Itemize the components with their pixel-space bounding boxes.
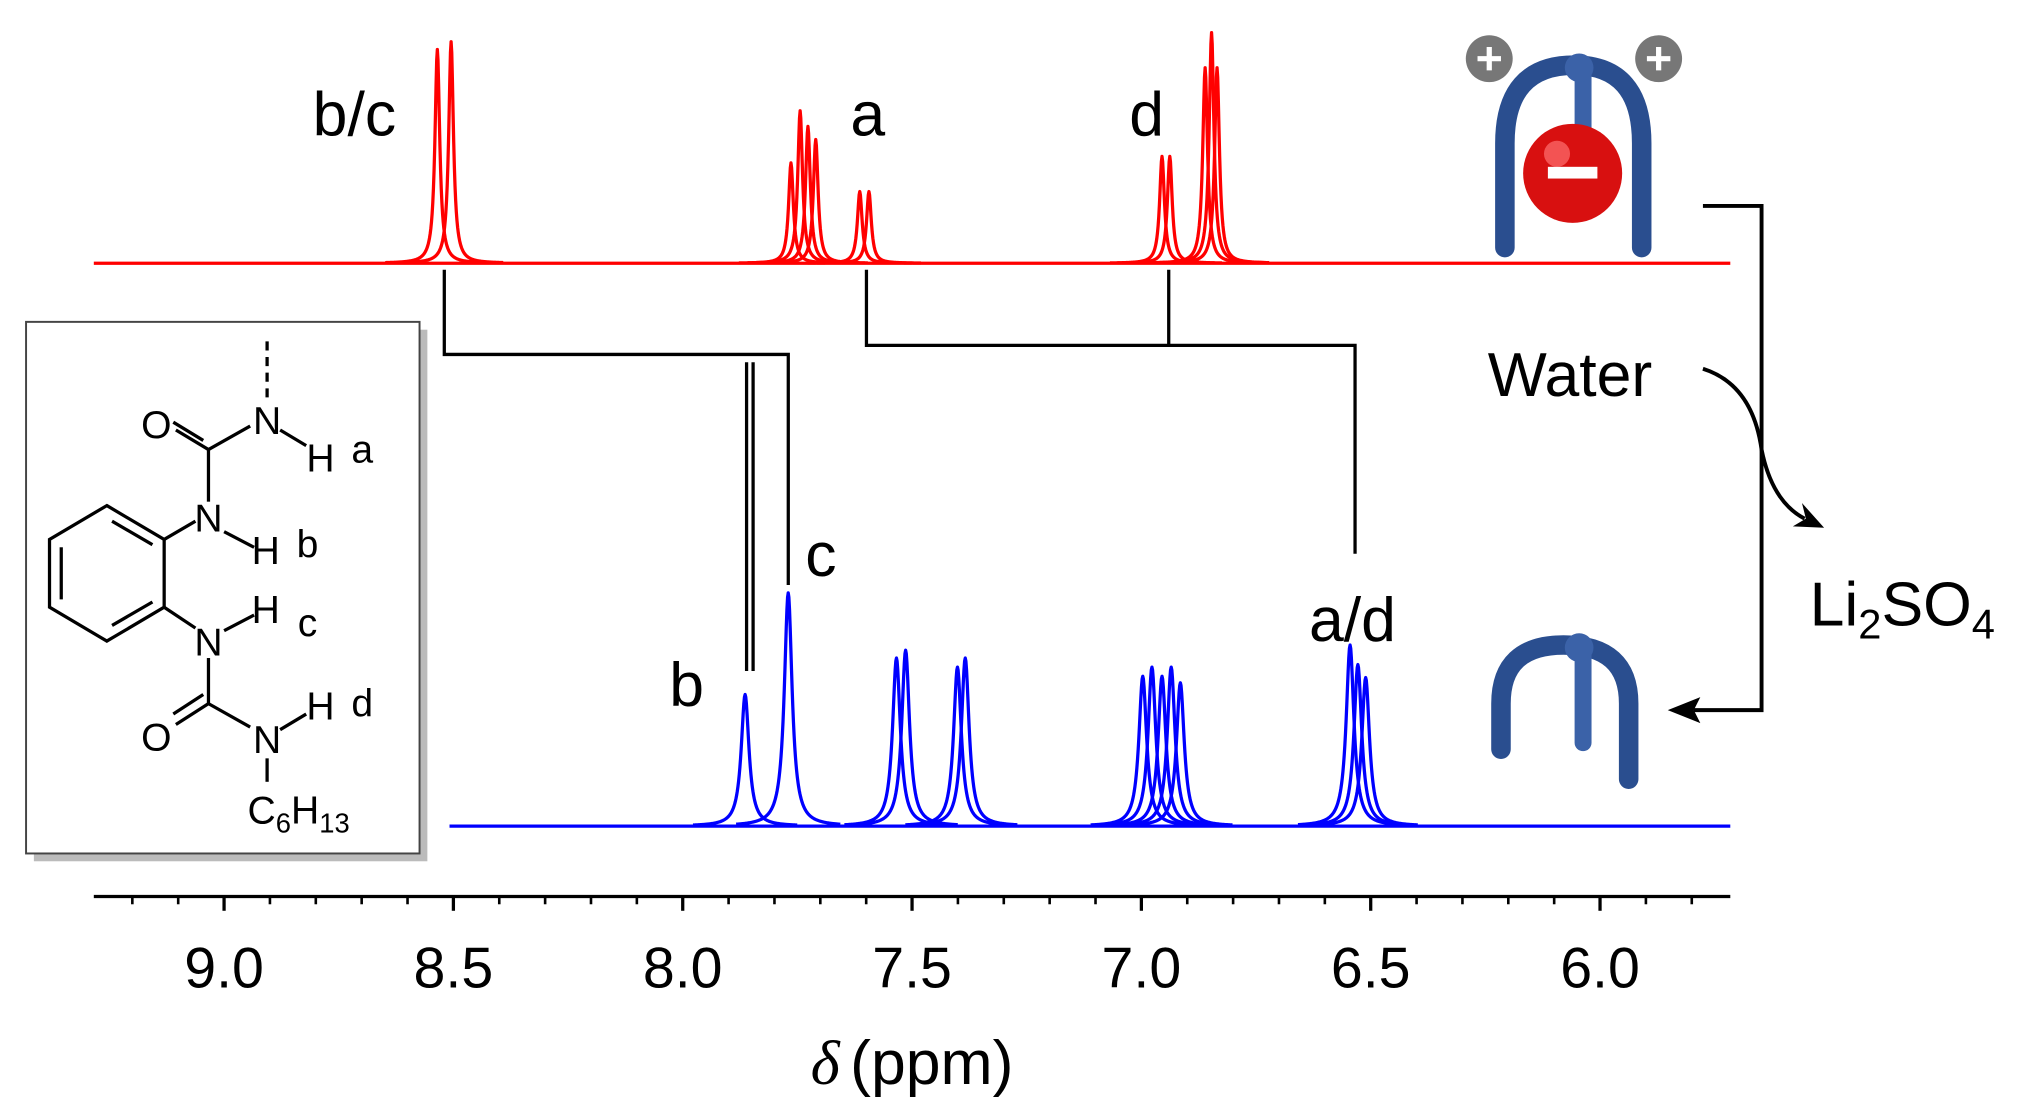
salt-label: Li2SO4 [1810, 569, 1995, 647]
salt-part: SO [1881, 569, 1971, 639]
peak [815, 189, 923, 265]
bond [111, 600, 154, 627]
salt-part: 2 [1858, 600, 1881, 647]
peak [1296, 643, 1404, 827]
highlight [1543, 140, 1571, 167]
process-arrow [1693, 203, 1764, 713]
arrow-head [1667, 697, 1701, 724]
proton-label: d [351, 683, 373, 726]
chain-part: 6 [276, 808, 291, 839]
peak-label: a [850, 80, 885, 150]
receptor-node [1564, 53, 1594, 83]
x-tick-label: 6.5 [1331, 937, 1411, 1001]
peak [1127, 681, 1234, 827]
bond [279, 428, 308, 448]
x-tick-label: 7.0 [1102, 937, 1182, 1001]
peak [384, 47, 491, 265]
structure: O N H a N H b N H c O N H d C6H13 [25, 320, 428, 862]
peak [1312, 675, 1419, 827]
bond [163, 605, 197, 630]
atom: N [194, 498, 222, 541]
peak-label: a/d [1309, 585, 1396, 655]
peak-label: b [669, 650, 704, 720]
atom: N [194, 621, 222, 664]
process-step: Water [1488, 340, 1652, 410]
bond [111, 519, 154, 547]
plus-sign [1477, 46, 1501, 71]
atom: N [253, 719, 281, 762]
bond [207, 702, 251, 729]
atom: O [141, 404, 171, 447]
peak [1163, 66, 1271, 265]
peak-label: b/c [313, 80, 396, 150]
proton-label: b [297, 524, 319, 567]
axis-unit: (ppm) [850, 1028, 1013, 1098]
salt-part: 4 [1972, 600, 1995, 647]
peak [904, 665, 1011, 827]
chain-part: 13 [319, 808, 349, 839]
water-arrow [1702, 366, 1806, 521]
chain-part: H [291, 789, 319, 832]
proton-label: c [298, 602, 318, 645]
bond [279, 712, 308, 732]
connector [864, 269, 1357, 554]
bond [207, 424, 251, 451]
atom: H [306, 685, 334, 728]
peak [852, 648, 959, 827]
bond [163, 519, 197, 541]
arrow-head [1792, 502, 1825, 528]
box [25, 320, 421, 855]
bond [175, 702, 210, 726]
salt-part: Li [1810, 569, 1859, 639]
bond [175, 428, 210, 451]
x-tick-label: 8.0 [643, 937, 723, 1001]
chain: C6H13 [248, 789, 350, 838]
bond [172, 420, 205, 442]
proton-label: a [351, 429, 373, 472]
peak-label: c [805, 520, 836, 590]
x-tick-label: 9.0 [184, 937, 264, 1001]
receptor-free [1491, 633, 1639, 789]
peak [398, 40, 505, 265]
receptor-arch [1491, 635, 1639, 789]
atom: H [252, 530, 280, 573]
peak [1116, 154, 1223, 265]
x-tick-label: 8.5 [414, 937, 494, 1001]
peak [1304, 662, 1411, 827]
bond [223, 530, 255, 549]
connector [442, 269, 790, 586]
peak [843, 656, 950, 827]
peak [735, 591, 842, 826]
x-axis-label: δ (ppm) [811, 1028, 1014, 1098]
receptor-node [1564, 633, 1594, 662]
axis-symbol: δ [811, 1028, 841, 1098]
bond [172, 693, 205, 716]
assignment-lines [442, 269, 1357, 672]
atom: H [306, 438, 334, 481]
peak-label: d [1129, 80, 1164, 150]
x-tick-label: 7.5 [872, 937, 952, 1001]
peak [692, 692, 799, 827]
atom: O [141, 717, 171, 760]
bond [223, 613, 255, 633]
x-tick-label: 6.0 [1560, 937, 1640, 1001]
minus-sign [1547, 166, 1598, 179]
plus-sign [1646, 46, 1671, 71]
atom: N [253, 400, 281, 443]
receptor-with-anion [1465, 35, 1683, 258]
chain-part: C [248, 789, 276, 832]
peak [912, 656, 1019, 827]
atom: H [252, 589, 280, 632]
